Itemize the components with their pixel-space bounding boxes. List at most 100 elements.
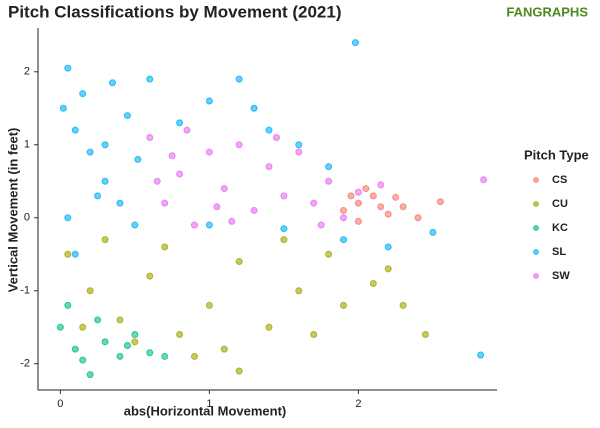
y-axis-label: Vertical Movement (in feet)	[5, 128, 20, 293]
point	[168, 152, 176, 160]
point	[392, 193, 400, 201]
legend-swatch	[533, 249, 539, 255]
point	[64, 214, 72, 222]
point	[64, 301, 72, 309]
point	[228, 217, 236, 225]
point	[86, 371, 94, 379]
point	[295, 141, 303, 149]
point	[265, 163, 273, 171]
point	[354, 217, 362, 225]
point	[161, 199, 169, 207]
point	[176, 170, 184, 178]
point	[340, 214, 348, 222]
point	[377, 181, 385, 189]
point	[123, 112, 131, 120]
logo: FANGRAPHS	[506, 4, 588, 19]
point	[123, 341, 131, 349]
point	[101, 177, 109, 185]
legend-swatch	[533, 225, 539, 231]
point	[384, 243, 392, 251]
point	[79, 90, 87, 98]
point	[354, 199, 362, 207]
point	[131, 338, 139, 346]
point	[480, 176, 488, 184]
point	[153, 177, 161, 185]
point	[64, 64, 72, 72]
point	[146, 75, 154, 83]
point	[190, 352, 198, 360]
point	[176, 119, 184, 127]
point	[56, 323, 64, 331]
point	[414, 214, 422, 222]
point	[71, 126, 79, 134]
y-tick-label: -1	[20, 285, 30, 297]
point	[250, 104, 258, 112]
legend-label: KC	[552, 222, 568, 234]
point	[377, 203, 385, 211]
point	[101, 141, 109, 149]
point	[325, 163, 333, 171]
point	[340, 206, 348, 214]
point	[399, 301, 407, 309]
point	[325, 250, 333, 258]
point	[146, 349, 154, 357]
y-tick-label: -2	[20, 358, 30, 370]
point	[94, 192, 102, 200]
point	[190, 221, 198, 229]
point	[134, 155, 142, 163]
point	[235, 367, 243, 375]
point	[317, 221, 325, 229]
legend-title: Pitch Type	[524, 147, 589, 162]
point	[280, 225, 288, 233]
point	[131, 221, 139, 229]
y-tick-label: 2	[24, 66, 30, 78]
chart-title: Pitch Classifications by Movement (2021)	[8, 2, 342, 21]
point	[94, 316, 102, 324]
point	[325, 177, 333, 185]
point	[79, 356, 87, 364]
point	[295, 148, 303, 156]
legend-swatch	[533, 201, 539, 207]
point	[384, 210, 392, 218]
point	[116, 199, 124, 207]
point	[354, 188, 362, 196]
point	[421, 331, 429, 339]
point	[86, 287, 94, 295]
point	[71, 250, 79, 258]
x-tick-label: 0	[57, 398, 63, 410]
point	[116, 316, 124, 324]
point	[146, 133, 154, 141]
point	[205, 97, 213, 105]
point	[220, 185, 228, 193]
x-tick-label: 2	[355, 398, 361, 410]
point	[205, 301, 213, 309]
legend-swatch	[533, 273, 539, 279]
legend-label: SL	[552, 246, 566, 258]
point	[265, 323, 273, 331]
point	[351, 39, 359, 47]
point	[429, 228, 437, 236]
point	[295, 287, 303, 295]
point	[213, 203, 221, 211]
point	[235, 75, 243, 83]
point	[340, 236, 348, 244]
point	[86, 148, 94, 156]
point	[101, 338, 109, 346]
point	[369, 279, 377, 287]
point	[235, 258, 243, 266]
point	[235, 141, 243, 149]
point	[340, 301, 348, 309]
point	[79, 323, 87, 331]
point	[220, 345, 228, 353]
point	[205, 148, 213, 156]
point	[362, 185, 370, 193]
point	[347, 192, 355, 200]
point	[59, 104, 67, 112]
point	[369, 192, 377, 200]
point	[250, 206, 258, 214]
point	[109, 79, 117, 87]
y-tick-label: 0	[24, 212, 30, 224]
point	[280, 192, 288, 200]
